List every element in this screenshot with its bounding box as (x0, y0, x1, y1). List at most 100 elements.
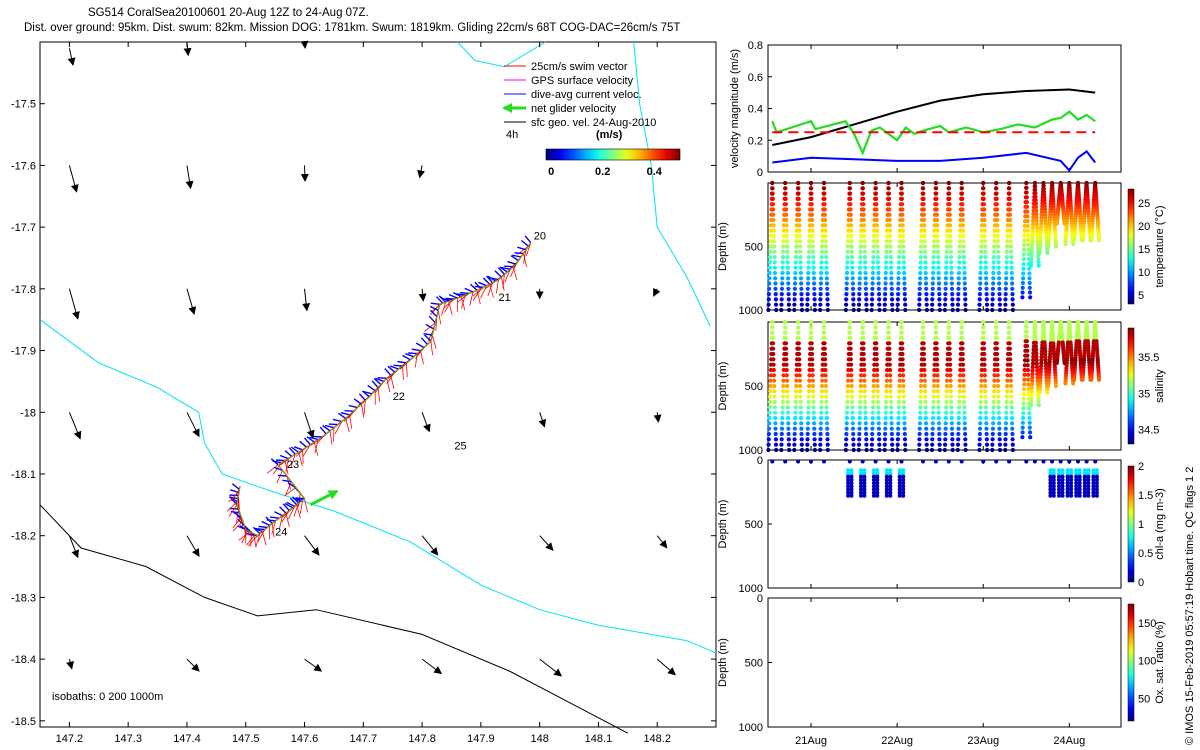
profile-point (820, 378, 825, 383)
profile-point (888, 389, 893, 394)
swim-vector (501, 276, 505, 291)
profile-point (895, 307, 900, 313)
profile-point (957, 405, 962, 410)
profile-point (1089, 377, 1094, 382)
profile-point (1034, 354, 1039, 359)
profile-point (767, 276, 772, 281)
profile-point (1027, 411, 1032, 416)
profile-point (794, 233, 799, 238)
profile-point (786, 276, 791, 281)
profile-point (786, 297, 791, 302)
profile-point (979, 389, 984, 394)
profile-point (949, 405, 954, 410)
profile-point (886, 335, 892, 341)
profile-point (957, 239, 963, 244)
profile-point (896, 421, 901, 426)
chla-point (897, 490, 902, 495)
profile-point (882, 447, 887, 453)
profile-point (956, 421, 961, 426)
profile-point (888, 394, 893, 399)
chla-point (849, 468, 854, 473)
dive-avg-current-vector (460, 291, 470, 295)
profile-point (869, 442, 875, 447)
profile-point (887, 357, 892, 362)
chla-point (1091, 468, 1096, 473)
profile-point (935, 367, 940, 373)
profile-point (818, 421, 824, 426)
profile-point (811, 276, 817, 281)
chla-point (1086, 477, 1091, 482)
oxygen-axes (767, 597, 1122, 728)
profile-point (781, 389, 786, 394)
profile-point (771, 362, 776, 367)
profile-point (956, 292, 961, 297)
chla-point (1069, 490, 1074, 495)
profile-point (1034, 225, 1040, 230)
swim-vector (489, 284, 494, 298)
chla-point (897, 471, 902, 476)
profile-point (900, 346, 905, 351)
profile-point (920, 319, 926, 325)
dive-avg-current-vector (325, 424, 335, 429)
profile-point (994, 335, 999, 341)
profile-point (943, 437, 948, 442)
profile-point (1024, 339, 1029, 344)
dive-avg-current-vector (415, 342, 425, 349)
profile-point (849, 373, 854, 378)
profile-point (1039, 221, 1044, 226)
profile-point (850, 265, 855, 270)
dive-avg-current-vector (499, 266, 508, 273)
profile-point (824, 389, 829, 394)
profile-point (1025, 343, 1030, 349)
profile-point (1025, 214, 1030, 219)
profile-point (900, 207, 905, 212)
profile-point (794, 228, 799, 233)
profile-point (793, 415, 798, 421)
profile-point (1043, 221, 1048, 226)
chla-point (1074, 477, 1079, 482)
profile-point (874, 346, 879, 351)
profile-point (845, 255, 850, 260)
profile-point (771, 233, 777, 238)
profile-point (1027, 271, 1032, 276)
profile-point (1028, 435, 1033, 440)
profile-point (870, 415, 875, 421)
profile-point (877, 437, 882, 442)
velocity-ytick-label: 0.4 (748, 104, 763, 116)
profile-point (822, 207, 827, 212)
profile-point (874, 196, 879, 201)
profile-point (768, 244, 773, 249)
profile-point (1032, 180, 1037, 186)
chla-point (1074, 487, 1079, 492)
profile-point (819, 276, 824, 281)
profile-point (890, 447, 895, 453)
chla-point (1065, 477, 1070, 482)
profile-point (812, 286, 817, 291)
profile-point (1025, 367, 1030, 373)
profile-point (1033, 333, 1038, 338)
profile-point (845, 249, 850, 254)
chla-point (897, 484, 902, 489)
profile-point (944, 389, 949, 394)
profile-point (1007, 207, 1013, 212)
profile-point (792, 292, 797, 297)
chla-point (862, 484, 867, 489)
profile-point (960, 212, 965, 217)
colorbar-tick-label: 0 (548, 166, 554, 178)
profile-point (889, 426, 894, 431)
profile-point (784, 239, 790, 244)
profile-point (784, 378, 790, 383)
temperature-cbar-tick-label: 15 (1138, 244, 1150, 256)
profile-point (1027, 280, 1032, 286)
profile-point (768, 249, 773, 254)
chla-point (1065, 468, 1070, 473)
profile-point (772, 399, 777, 405)
chla-point (888, 487, 893, 492)
profile-point (1020, 425, 1025, 430)
profile-point (805, 297, 810, 302)
profile-point (786, 302, 792, 307)
profile-point (982, 217, 987, 223)
profile-point (862, 244, 867, 249)
profile-point (874, 357, 879, 362)
profile-point (1026, 238, 1031, 243)
